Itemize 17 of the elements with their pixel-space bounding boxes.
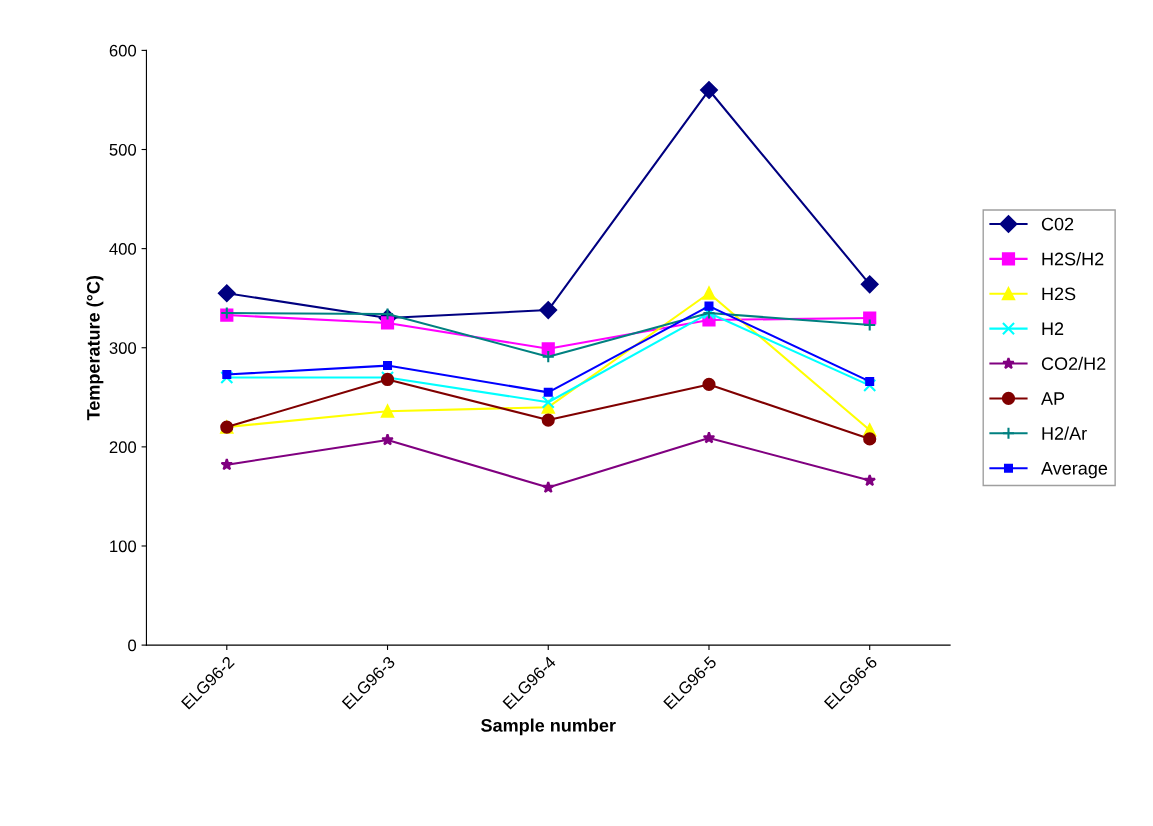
- legend-label: AP: [1041, 392, 1065, 405]
- y-tick-label: 0: [128, 639, 137, 652]
- legend-label: C02: [1041, 217, 1074, 231]
- legend-label: H2/Ar: [1042, 426, 1087, 440]
- y-tick-label: 600: [109, 44, 137, 57]
- y-tick-label: 400: [109, 243, 137, 255]
- legend-label: CO2/H2: [1041, 356, 1106, 371]
- y-axis-title: Temperature (°C): [86, 275, 104, 421]
- y-tick-label: 500: [109, 143, 137, 156]
- legend-label: H2S/H2: [1042, 252, 1104, 266]
- legend-label: Average: [1041, 462, 1108, 479]
- legend-label: H2S: [1042, 287, 1076, 301]
- y-tick-label: 100: [110, 540, 137, 553]
- x-axis-title: Sample number: [481, 718, 616, 736]
- y-tick-label: 200: [109, 441, 137, 454]
- y-tick-label: 300: [109, 342, 137, 354]
- legend-label: H2: [1042, 322, 1064, 335]
